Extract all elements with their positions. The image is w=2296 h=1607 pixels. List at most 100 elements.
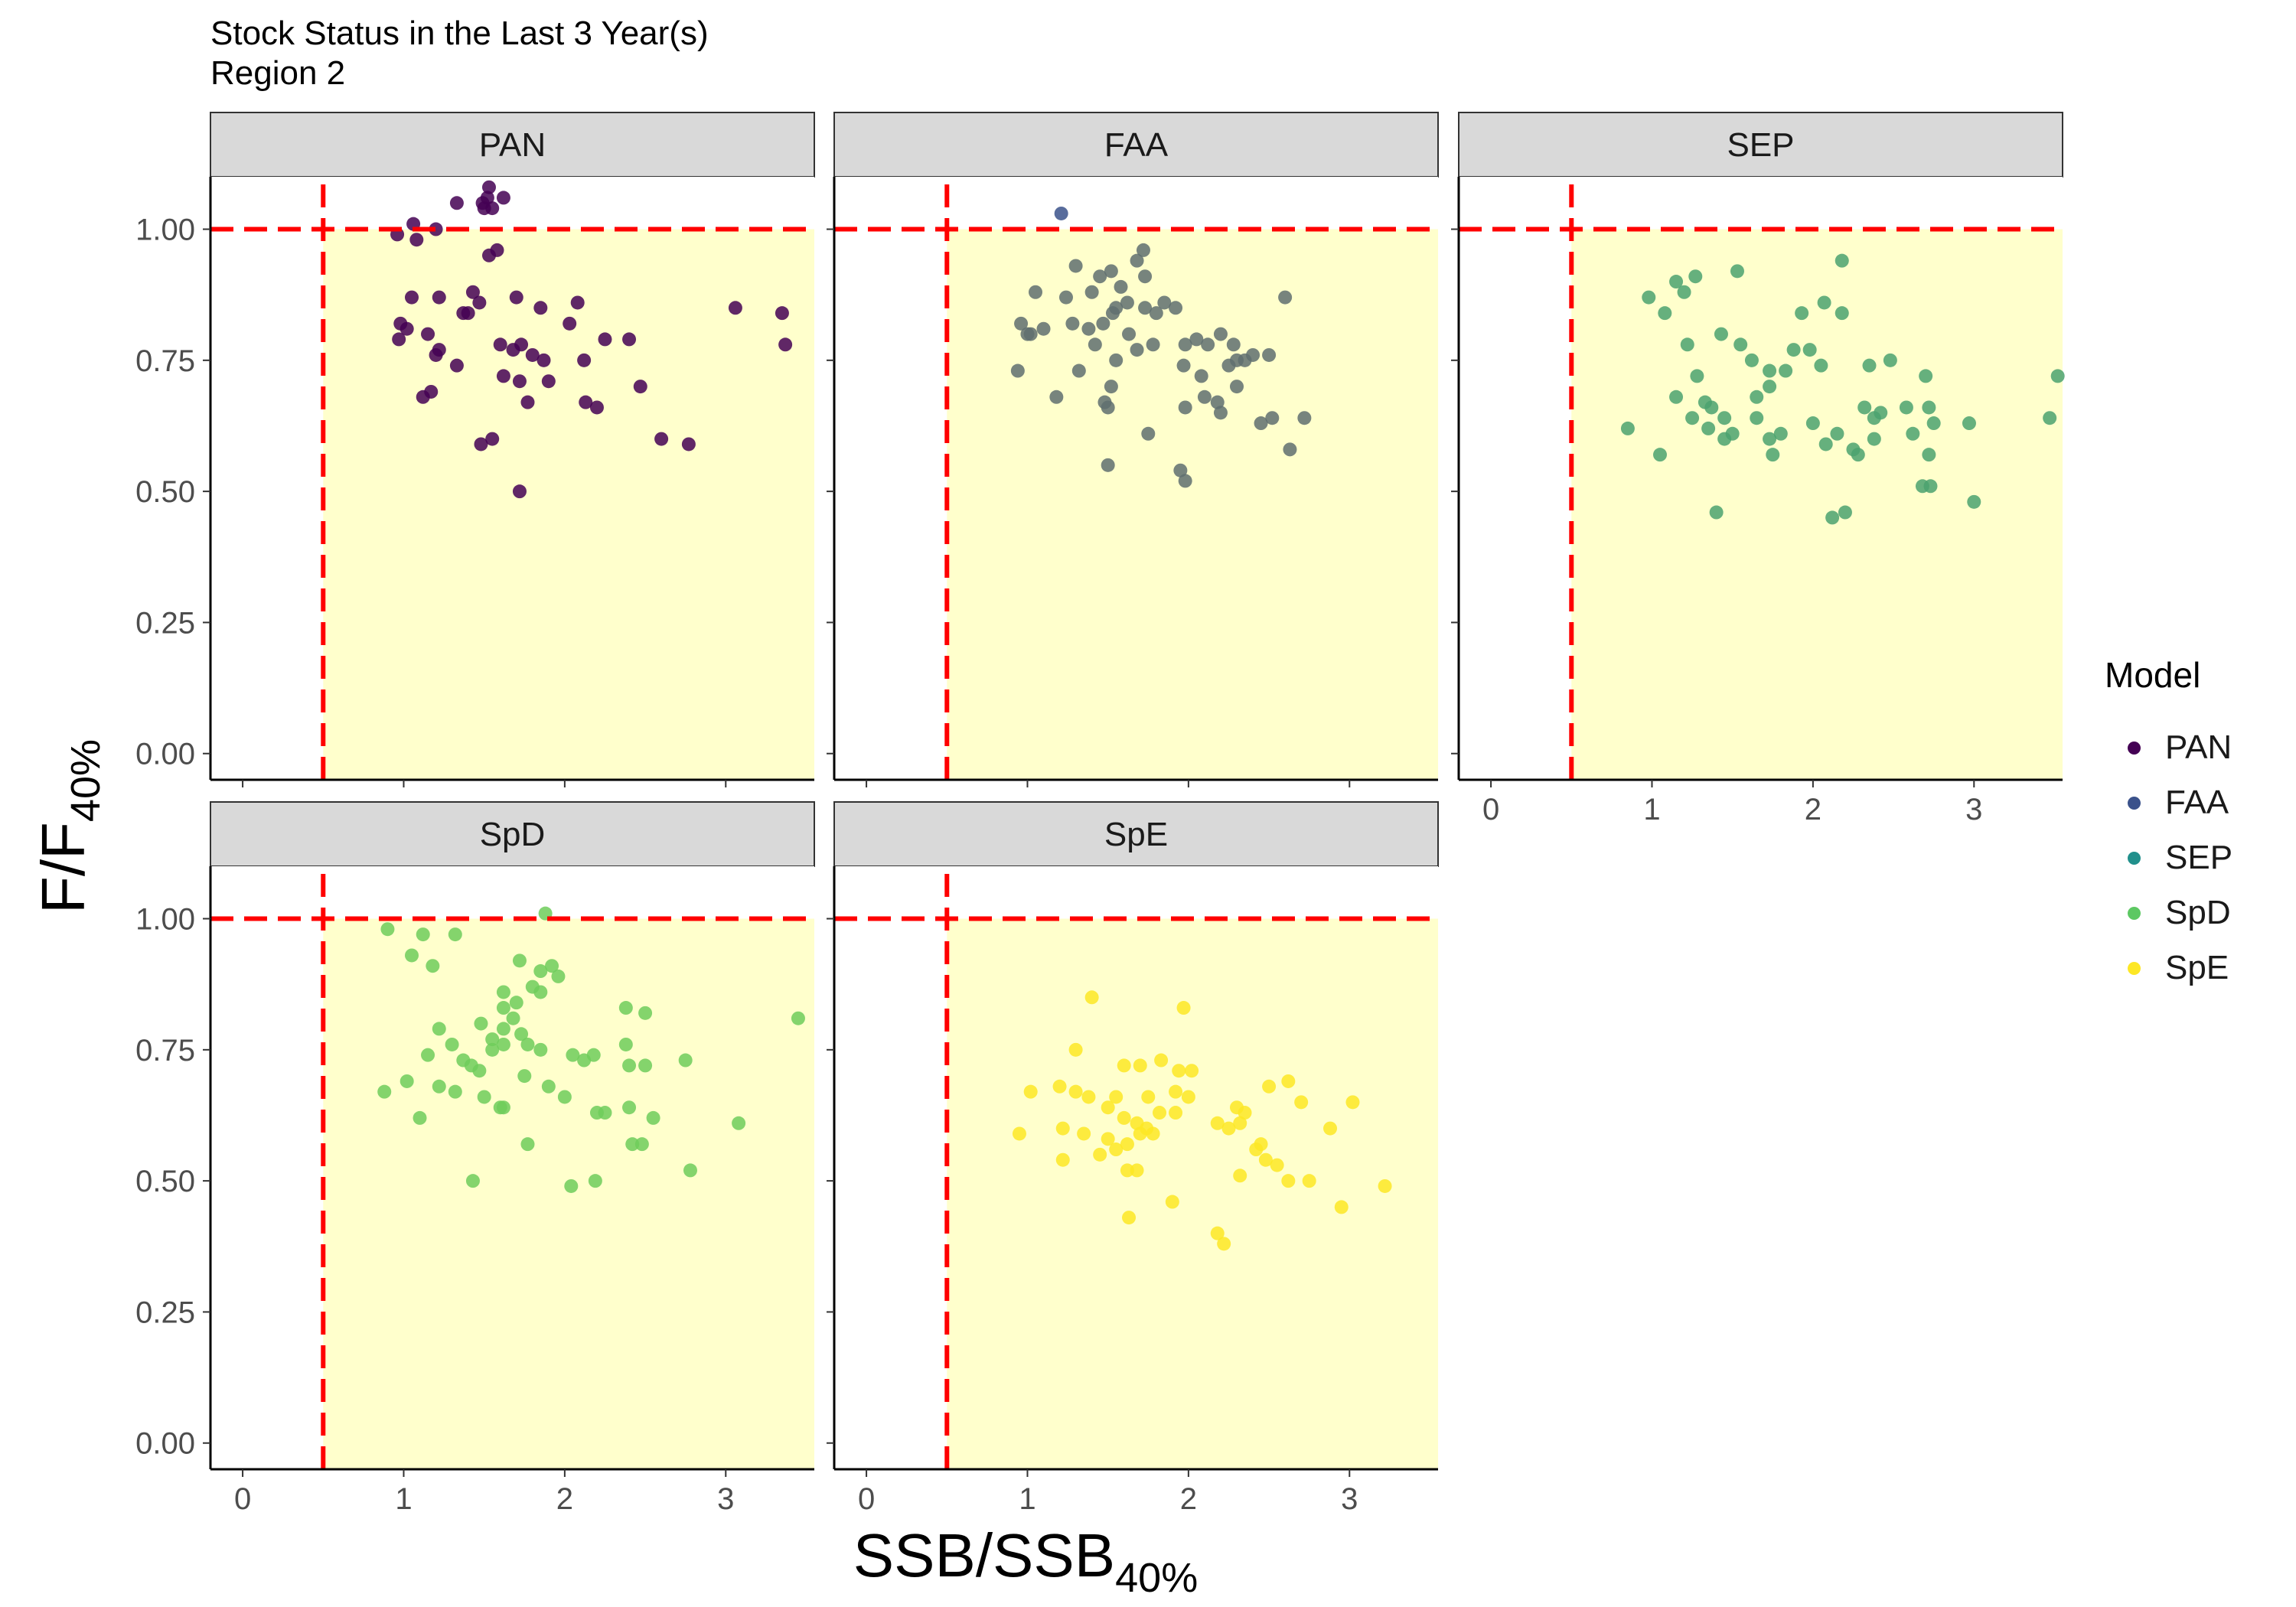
point-spd bbox=[493, 1100, 507, 1115]
point-pan bbox=[589, 400, 604, 415]
point-pan bbox=[490, 243, 504, 257]
point-spe bbox=[1258, 1152, 1273, 1167]
point-faa bbox=[1058, 290, 1073, 305]
point-pan bbox=[485, 432, 500, 446]
legend-swatch bbox=[2128, 796, 2141, 810]
point-sep bbox=[1685, 411, 1700, 425]
point-spd bbox=[413, 1110, 427, 1125]
point-sep bbox=[1922, 400, 1936, 415]
point-sep bbox=[1817, 295, 1831, 310]
point-faa bbox=[1071, 363, 1086, 378]
y-tick-label: 0.75 bbox=[135, 344, 195, 378]
point-spe bbox=[1052, 1079, 1067, 1094]
point-pan bbox=[579, 395, 593, 409]
point-spe bbox=[1109, 1090, 1124, 1104]
point-faa bbox=[1189, 332, 1204, 347]
point-spe bbox=[1109, 1143, 1124, 1157]
y-tick-label: 0.75 bbox=[135, 1034, 195, 1068]
legend-swatch bbox=[2128, 851, 2141, 865]
legend: Model PAN FAA SEP SpD SpE bbox=[2105, 654, 2288, 996]
point-spd bbox=[683, 1163, 697, 1178]
point-spd bbox=[448, 927, 462, 942]
strip-spe bbox=[833, 801, 1439, 867]
point-faa bbox=[1169, 301, 1183, 315]
point-sep bbox=[1857, 400, 1872, 415]
point-pan bbox=[493, 337, 507, 352]
point-faa bbox=[1210, 395, 1225, 409]
point-sep bbox=[1967, 494, 1981, 509]
point-sep bbox=[1750, 390, 1764, 404]
point-pan bbox=[421, 327, 435, 341]
legend-swatch bbox=[2128, 741, 2141, 755]
point-spe bbox=[1334, 1200, 1349, 1214]
point-spd bbox=[485, 1042, 500, 1057]
point-spd bbox=[541, 1079, 556, 1094]
point-faa bbox=[1176, 358, 1191, 373]
point-spd bbox=[465, 1174, 480, 1188]
point-sep bbox=[1906, 426, 1920, 441]
strip-label-pan: PAN bbox=[479, 126, 546, 164]
point-faa bbox=[1194, 369, 1208, 383]
point-spd bbox=[533, 985, 548, 999]
point-pan bbox=[472, 295, 487, 310]
point-faa bbox=[1020, 327, 1035, 341]
point-faa bbox=[1014, 316, 1029, 331]
point-pan bbox=[512, 374, 527, 389]
point-faa bbox=[1173, 463, 1188, 478]
point-sep bbox=[1766, 448, 1780, 462]
point-pan bbox=[533, 301, 548, 315]
point-spe bbox=[1117, 1110, 1131, 1125]
point-spd bbox=[496, 1022, 510, 1036]
point-pan bbox=[570, 295, 585, 310]
point-spd bbox=[551, 969, 566, 983]
legend-label: SpE bbox=[2165, 949, 2229, 986]
x-tick-label: 0 bbox=[234, 1482, 251, 1516]
point-sep bbox=[1701, 421, 1716, 435]
point-spe bbox=[1233, 1116, 1247, 1130]
x-tick-label: 1 bbox=[395, 1482, 412, 1516]
point-spd bbox=[625, 1137, 640, 1152]
point-spd bbox=[514, 1027, 529, 1041]
point-spe bbox=[1023, 1084, 1038, 1099]
point-sep bbox=[1862, 358, 1877, 373]
point-faa bbox=[1278, 290, 1293, 305]
point-spe bbox=[1093, 1147, 1107, 1162]
x-tick-label: 3 bbox=[1341, 1482, 1358, 1516]
point-spd bbox=[512, 953, 527, 968]
point-sep bbox=[1744, 353, 1759, 367]
point-spd bbox=[678, 1053, 693, 1068]
point-spd bbox=[622, 1100, 637, 1115]
x-tick-label: 2 bbox=[1805, 793, 1821, 826]
point-spd bbox=[426, 959, 440, 973]
x-tick-label: 0 bbox=[1482, 793, 1499, 826]
point-sep bbox=[1922, 448, 1936, 462]
point-faa bbox=[1104, 380, 1118, 394]
point-pan bbox=[496, 369, 510, 383]
point-spe bbox=[1077, 1126, 1091, 1141]
point-spd bbox=[509, 996, 523, 1010]
point-sep bbox=[1714, 327, 1728, 341]
point-spd bbox=[586, 1048, 601, 1062]
y-tick-label: 1.00 bbox=[135, 903, 195, 937]
point-faa bbox=[1010, 363, 1025, 378]
point-faa bbox=[1197, 390, 1212, 404]
point-faa bbox=[1109, 353, 1124, 367]
point-spe bbox=[1378, 1178, 1392, 1193]
strip-label-sep: SEP bbox=[1727, 126, 1794, 164]
point-faa bbox=[1084, 285, 1099, 299]
point-pan bbox=[654, 432, 669, 446]
point-sep bbox=[1677, 285, 1691, 299]
point-sep bbox=[1658, 306, 1672, 321]
point-spe bbox=[1122, 1211, 1137, 1225]
point-sep bbox=[1805, 416, 1820, 431]
x-axis-title-main: SSB/SSB bbox=[853, 1521, 1115, 1589]
point-sep bbox=[1763, 432, 1777, 446]
point-sep bbox=[1962, 416, 1976, 431]
point-sep bbox=[1814, 358, 1828, 373]
strip-label-spe: SpE bbox=[1104, 816, 1168, 853]
point-sep bbox=[1750, 411, 1764, 425]
point-sep bbox=[1851, 448, 1865, 462]
point-sep bbox=[1835, 306, 1849, 321]
point-spd bbox=[557, 1090, 572, 1104]
